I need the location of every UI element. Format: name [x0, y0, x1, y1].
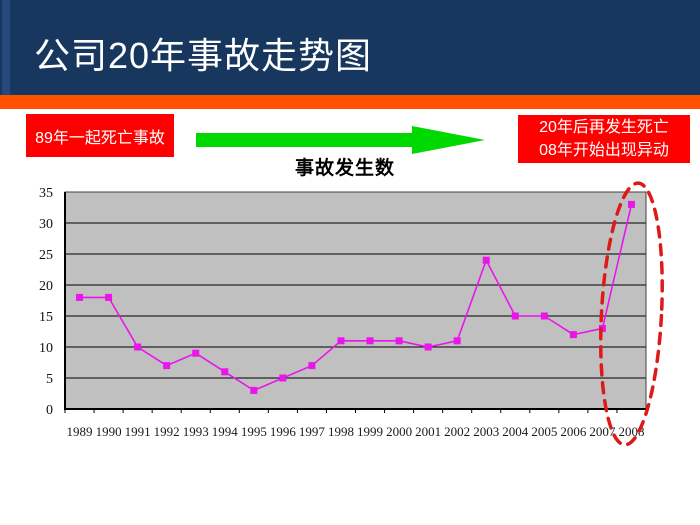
- y-tick-label: 10: [39, 341, 53, 356]
- data-point-marker: [540, 312, 548, 320]
- x-tick-label: 1997: [299, 424, 326, 439]
- x-tick-label: 2008: [618, 424, 644, 439]
- x-tick-label: 1989: [67, 424, 93, 439]
- callout-2008-line1: 20年后再发生死亡: [539, 119, 669, 136]
- data-point-marker: [337, 337, 345, 345]
- data-point-marker: [366, 337, 374, 345]
- y-tick-label: 5: [46, 372, 53, 387]
- data-point-marker: [424, 343, 432, 351]
- x-tick-label: 2005: [531, 424, 557, 439]
- timeline-arrow-head-icon: [412, 126, 485, 154]
- x-tick-label: 1990: [96, 424, 122, 439]
- data-point-marker: [453, 337, 461, 345]
- data-point-marker: [482, 256, 490, 264]
- x-tick-label: 2002: [444, 424, 470, 439]
- data-point-marker: [511, 312, 519, 320]
- data-point-marker: [105, 293, 113, 301]
- data-point-marker: [627, 200, 635, 208]
- data-point-marker: [569, 331, 577, 339]
- data-point-marker: [221, 368, 229, 376]
- data-point-marker: [395, 337, 403, 345]
- accent-divider-bar: [0, 95, 700, 109]
- x-tick-label: 1992: [154, 424, 180, 439]
- slide-header: 公司20年事故走势图: [0, 0, 700, 95]
- data-point-marker: [76, 293, 84, 301]
- x-tick-label: 2003: [473, 424, 499, 439]
- plot-area: [65, 192, 646, 409]
- y-tick-label: 0: [46, 403, 53, 418]
- highlight-ellipse: [598, 181, 664, 447]
- y-tick-label: 35: [39, 186, 53, 201]
- x-tick-label: 1993: [183, 424, 209, 439]
- callout-1989-accident: 89年一起死亡事故: [26, 114, 174, 157]
- x-tick-label: 2000: [386, 424, 412, 439]
- y-tick-label: 25: [39, 248, 53, 263]
- x-tick-label: 1998: [328, 424, 354, 439]
- y-tick-label: 30: [39, 217, 53, 232]
- x-tick-label: 2006: [560, 424, 587, 439]
- data-point-marker: [308, 362, 316, 370]
- data-point-marker: [192, 349, 200, 357]
- data-point-marker: [279, 374, 287, 382]
- data-point-marker: [134, 343, 142, 351]
- y-tick-label: 15: [39, 310, 53, 325]
- x-tick-label: 1994: [212, 424, 239, 439]
- x-tick-label: 2004: [502, 424, 529, 439]
- slide-title: 公司20年事故走势图: [34, 35, 373, 76]
- callout-1989-text: 89年一起死亡事故: [35, 129, 165, 147]
- x-tick-label: 2001: [415, 424, 441, 439]
- header-accent-stripe: [2, 0, 10, 95]
- x-tick-label: 1995: [241, 424, 267, 439]
- x-tick-label: 1999: [357, 424, 383, 439]
- x-tick-label: 1996: [270, 424, 297, 439]
- callout-2008-line2: 08年开始出现异动: [539, 142, 669, 159]
- chart-title: 事故发生数: [294, 158, 395, 179]
- data-point-marker: [163, 362, 171, 370]
- y-tick-label: 20: [39, 279, 53, 294]
- timeline-arrow-shaft: [196, 133, 412, 147]
- data-point-marker: [250, 386, 258, 394]
- data-line: [79, 204, 633, 392]
- x-tick-label: 1991: [125, 424, 151, 439]
- callout-2008-anomaly: 20年后再发生死亡 08年开始出现异动: [518, 115, 690, 163]
